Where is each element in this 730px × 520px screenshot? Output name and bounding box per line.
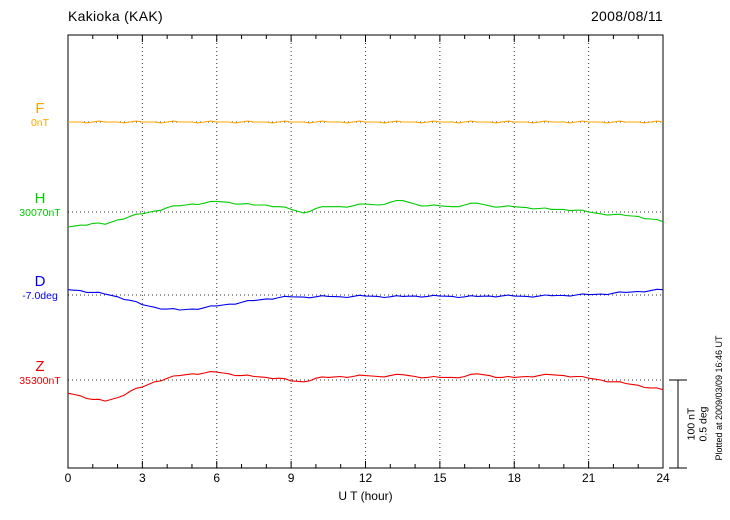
channel-label-F: F 0nT [2, 100, 78, 130]
trace-F [68, 120, 664, 124]
x-axis-title: U T (hour) [338, 489, 393, 503]
scale-bar-label-nt: 100 nT [685, 407, 698, 441]
trace-Z [67, 371, 664, 402]
x-tick-label: 3 [139, 471, 146, 485]
trace-H [67, 199, 664, 228]
x-tick-label: 18 [507, 471, 521, 485]
channel-baseline-value: 35300nT [19, 375, 61, 387]
x-tick-label: 21 [581, 471, 596, 485]
x-tick-label: 6 [213, 471, 221, 485]
scale-bar-label-deg: 0.5 deg [697, 406, 709, 442]
plotted-at-note: Plotted at 2009/03/09 16:46 UT [714, 335, 724, 461]
x-tick-label: 0 [64, 471, 72, 485]
channel-name: D [34, 273, 46, 290]
channel-label-D: D -7.0deg [2, 273, 78, 303]
channel-baseline-value: -7.0deg [22, 290, 58, 302]
channel-name: Z [35, 358, 45, 375]
channel-baseline-value: 30070nT [19, 207, 61, 219]
trace-D [67, 288, 664, 311]
x-tick-label: 9 [287, 471, 295, 485]
channel-label-H: H 30070nT [2, 190, 78, 220]
station-title: Kakioka (KAK) [68, 8, 163, 24]
x-tick-label: 12 [358, 471, 373, 485]
channel-name: F [35, 100, 45, 117]
scale-bar-label: 100 nT 0.5 deg [685, 406, 710, 442]
channel-baseline-value: 0nT [30, 117, 50, 129]
channel-label-Z: Z 35300nT [2, 358, 78, 388]
observation-date: 2008/08/11 [590, 8, 663, 24]
channel-name: H [34, 190, 46, 207]
x-tick-label: 24 [656, 471, 670, 485]
x-tick-label: 15 [433, 471, 447, 485]
